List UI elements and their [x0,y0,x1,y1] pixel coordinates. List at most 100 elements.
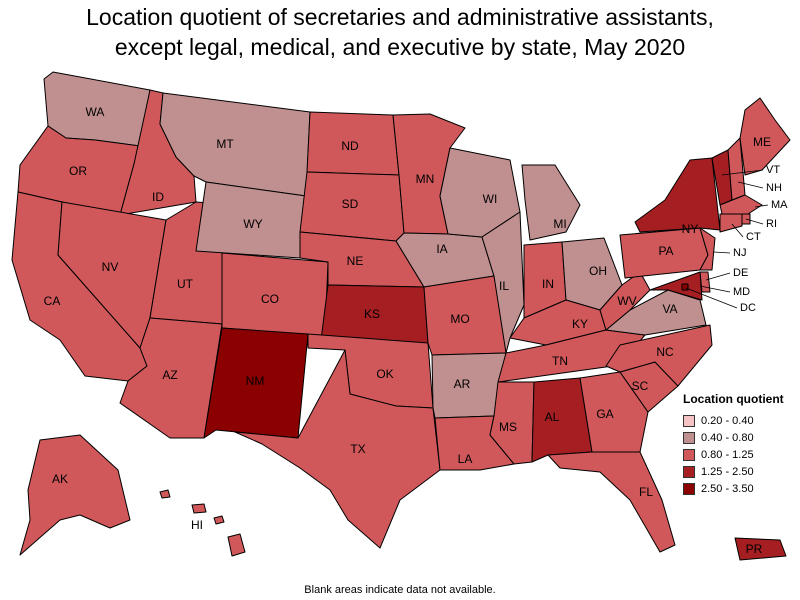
callout-leader-de [705,272,731,281]
state-label-ny: NY [682,222,699,236]
state-label-hi: HI [191,518,203,532]
state-md [649,271,703,301]
callout-leader-dc [685,287,738,309]
legend-items: 0.20 - 0.40 0.40 - 0.80 0.80 - 1.25 1.25 - … [683,412,798,497]
callout-leader-vt [721,169,764,176]
callout-leader-ri [745,218,764,225]
callout-label-de: DE [733,267,748,279]
state-label-sd: SD [342,197,359,211]
callout-leader-nh [737,181,764,189]
state-label-nd: ND [341,139,359,153]
state-ny [634,157,721,233]
state-tx [234,349,441,549]
state-label-ks: KS [364,307,380,321]
callout-label-vt: VT [766,164,780,176]
state-label-il: IL [499,279,509,293]
callout-leader-nj [713,251,731,254]
title-line-2: except legal, medical, and executive by … [114,34,686,60]
state-label-oh: OH [589,264,607,278]
state-label-ia: IA [436,242,447,256]
state-ak [19,434,131,556]
state-label-ok: OK [376,367,393,381]
callout-leader-md [699,285,731,293]
state-label-tn: TN [552,354,568,368]
legend-label: 0.40 - 0.80 [701,431,754,444]
legend-label: 1.25 - 2.50 [701,465,754,478]
state-ma [719,194,763,215]
state-label-la: LA [458,452,473,466]
legend-swatch [683,448,695,461]
state-label-sc: SC [632,379,649,393]
state-pr [734,537,787,561]
state-label-ms: MS [499,420,517,434]
state-label-tx: TX [350,442,365,456]
state-label-va: VA [662,302,677,316]
legend-swatch [683,431,695,444]
state-label-az: AZ [162,368,177,382]
state-label-fl: FL [639,485,653,499]
state-label-pr: PR [746,542,763,556]
title-line-1: Location quotient of secretaries and adm… [86,4,714,30]
state-label-ky: KY [572,317,588,331]
state-label-me: ME [753,135,771,149]
state-dc [681,283,689,291]
state-label-nc: NC [656,345,674,359]
legend-title: Location quotient [683,392,784,406]
legend-label: 0.20 - 0.40 [701,414,754,427]
legend-swatch [683,465,695,478]
map-legend: Location quotient 0.20 - 0.40 0.40 - 0.80… [683,392,798,497]
callout-label-ri: RI [766,218,777,230]
state-label-nm: NM [246,374,265,388]
callout-label-nj: NJ [733,247,746,259]
callout-label-ct: CT [746,231,761,243]
callout-label-nh: NH [766,182,782,194]
state-label-pa: PA [658,244,673,258]
state-label-ga: GA [596,407,613,421]
state-label-co: CO [261,292,279,306]
state-nc [605,324,713,387]
state-label-mt: MT [216,137,234,151]
legend-item: 1.25 - 2.50 [683,463,798,480]
state-fl [547,451,676,553]
legend-item: 0.80 - 1.25 [683,446,798,463]
legend-label: 2.50 - 3.50 [701,482,754,495]
legend-item: 0.20 - 0.40 [683,412,798,429]
map-title: Location quotient of secretaries and adm… [0,2,800,62]
legend-item: 2.50 - 3.50 [683,480,798,497]
state-label-wv: WV [617,294,636,308]
state-label-ak: AK [52,472,68,486]
state-ga [579,371,649,453]
state-label-or: OR [69,164,87,178]
state-label-wi: WI [483,192,498,206]
callout-leader-ma [754,204,769,208]
state-label-al: AL [545,410,560,424]
state-label-wy: WY [243,217,262,231]
state-label-nv: NV [102,260,119,274]
footnote: Blank areas indicate data not available. [304,584,496,596]
state-label-id: ID [152,190,164,204]
state-label-mo: MO [450,312,469,326]
callout-label-ma: MA [771,199,788,211]
state-label-ne: NE [347,254,364,268]
state-label-in: IN [542,277,554,291]
state-label-ut: UT [177,277,194,291]
state-label-mn: MN [416,172,435,186]
state-label-wa: WA [86,105,105,119]
state-mi [521,164,581,241]
callout-label-dc: DC [740,302,756,314]
legend-swatch [683,482,695,495]
legend-swatch [683,414,695,427]
state-ct [719,213,743,233]
state-nj [699,227,716,271]
state-me [739,97,791,176]
callout-leader-ct [731,223,744,238]
state-hi [159,489,246,557]
legend-label: 0.80 - 1.25 [701,448,754,461]
state-label-mi: MI [553,217,566,231]
state-label-ar: AR [454,377,471,391]
state-label-ca: CA [44,294,61,308]
callout-label-md: MD [733,286,750,298]
legend-item: 0.40 - 0.80 [683,429,798,446]
